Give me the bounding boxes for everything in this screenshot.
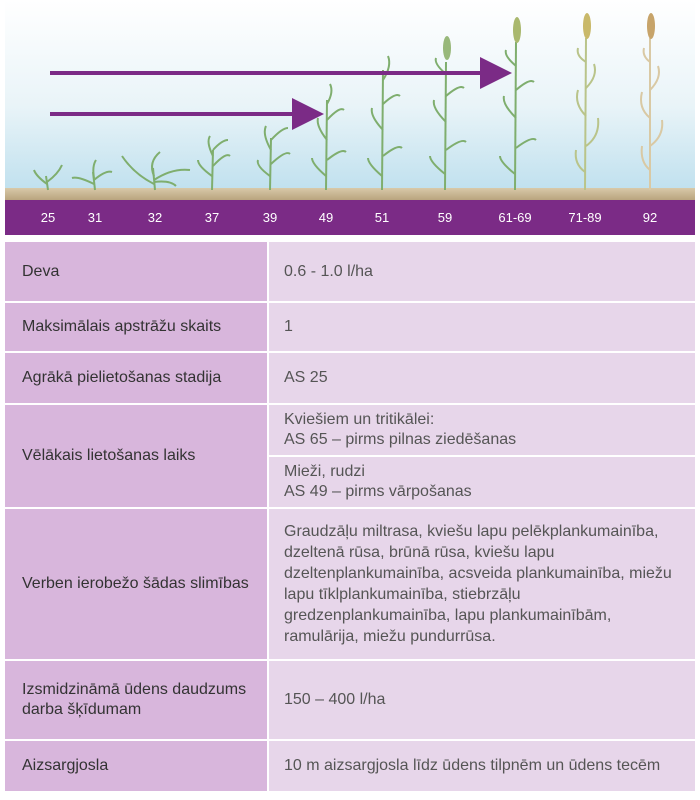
stage-labels: 25 31 32 37 39 49 51 59 61-69 71-89 92 — [41, 210, 657, 225]
table-row: Maksimālais apstrāžu skaits 1 — [5, 302, 695, 353]
label-water-amount: Izsmidzināmā ūdens daudzums darba šķīdum… — [5, 660, 269, 741]
value-deva: 0.6 - 1.0 l/ha — [268, 242, 695, 303]
stage-label: 61-69 — [498, 210, 531, 225]
stage-label: 92 — [643, 210, 657, 225]
value-earliest-stage: AS 25 — [268, 352, 695, 405]
plant-31 — [71, 159, 113, 191]
stage-label: 37 — [205, 210, 219, 225]
stage-label: 32 — [148, 210, 162, 225]
table-row: Vēlākais lietošanas laiks Kviešiem un tr… — [5, 404, 695, 509]
latest-barley-text: Mieži, rudzi AS 49 – pirms vārpošanas — [284, 463, 472, 500]
plant-39 — [256, 125, 291, 191]
table-row: Mieži, rudzi AS 49 – pirms vārpošanas — [5, 456, 695, 509]
growth-stage-illustration: 25 31 32 37 39 49 51 59 61-69 71-89 92 — [5, 0, 695, 235]
label-earliest-stage: Agrākā pielietošanas stadija — [5, 352, 269, 405]
label-deva: Deva — [5, 242, 269, 303]
table-row: Verben ierobežo šādas slimības Graudzāļu… — [5, 508, 695, 661]
label-buffer-zone: Aizsargjosla — [5, 740, 269, 793]
plant-71-89 — [574, 13, 600, 191]
value-max-treatments: 1 — [268, 302, 695, 353]
plant-32 — [121, 151, 191, 191]
sky-background — [5, 0, 695, 192]
table-row: Izsmidzināmā ūdens daudzums darba šķīdum… — [5, 660, 695, 741]
product-info-table: Deva 0.6 - 1.0 l/ha Maksimālais apstrāžu… — [5, 242, 695, 793]
plant-51 — [367, 55, 403, 191]
value-buffer-zone: 10 m aizsargjosla līdz ūdens tilpnēm un … — [268, 740, 695, 793]
plant-61-69 — [499, 17, 537, 191]
value-diseases: Graudzāļu miltrasa, kviešu lapu pelēkpla… — [268, 508, 695, 661]
stage-band — [5, 200, 695, 235]
plant-92 — [640, 13, 664, 190]
label-diseases: Verben ierobežo šādas slimības — [5, 508, 269, 661]
table-row: Deva 0.6 - 1.0 l/ha — [5, 242, 695, 303]
plant-25 — [33, 164, 63, 191]
growth-stage-figure: 25 31 32 37 39 49 51 59 61-69 71-89 92 — [0, 0, 700, 237]
label-max-treatments: Maksimālais apstrāžu skaits — [5, 302, 269, 353]
stage-label: 25 — [41, 210, 55, 225]
stage-label: 71-89 — [568, 210, 601, 225]
plant-37 — [197, 135, 231, 191]
stage-label: 39 — [263, 210, 277, 225]
latest-wheat-text: Kviešiem un tritikālei: AS 65 – pirms pi… — [284, 411, 517, 448]
label-latest-time: Vēlākais lietošanas laiks — [5, 404, 269, 509]
stage-label: 59 — [438, 210, 452, 225]
value-latest-wheat: Kviešiem un tritikālei: AS 65 – pirms pi… — [268, 404, 695, 457]
plant-49 — [311, 83, 347, 191]
value-latest-barley: Mieži, rudzi AS 49 – pirms vārpošanas — [268, 456, 695, 509]
stage-label: 49 — [319, 210, 333, 225]
table-row: Agrākā pielietošanas stadija AS 25 — [5, 352, 695, 405]
value-water-amount: 150 – 400 l/ha — [268, 660, 695, 741]
soil-strip — [5, 188, 695, 200]
stage-label: 51 — [375, 210, 389, 225]
table-row: Aizsargjosla 10 m aizsargjosla līdz ūden… — [5, 740, 695, 793]
stage-label: 31 — [88, 210, 102, 225]
